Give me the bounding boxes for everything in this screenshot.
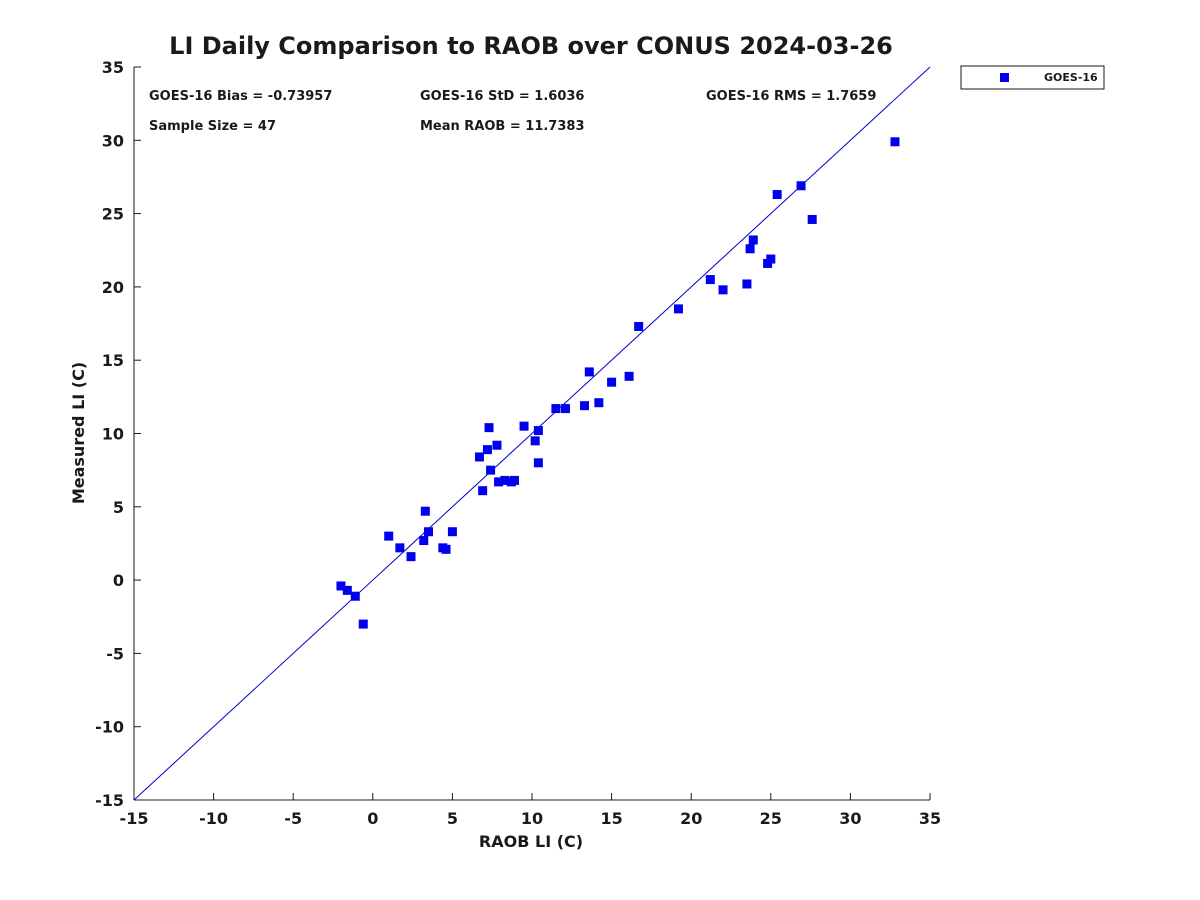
x-tick-label: -5 [284,809,302,828]
chart-title: LI Daily Comparison to RAOB over CONUS 2… [169,32,893,60]
data-point [796,181,806,191]
stats-annotations: GOES-16 Bias = -0.73957 GOES-16 StD = 1.6… [149,89,876,134]
stat-annotation: GOES-16 StD = 1.6036 [420,89,584,104]
data-point [718,285,728,295]
data-point [342,585,352,595]
data-point [384,531,394,541]
data-point [358,619,368,629]
x-tick-label: 20 [680,809,702,828]
x-tick-label: -10 [199,809,228,828]
data-point [673,304,683,314]
data-point [350,591,360,601]
stat-annotation: Sample Size = 47 [149,119,276,134]
stat-annotation: Mean RAOB = 11.7383 [420,119,585,134]
data-point [395,543,405,553]
data-point [772,190,782,200]
y-tick-label: -15 [95,791,124,810]
data-point [766,254,776,264]
data-point [560,404,570,414]
data-point [607,377,617,387]
x-tick-label: 30 [839,809,861,828]
x-tick-label: 25 [760,809,782,828]
data-point [584,367,594,377]
x-tick-label: 0 [367,809,378,828]
data-point [745,244,755,254]
data-point [500,475,510,485]
data-point [807,214,817,224]
data-point [533,458,543,468]
stat-annotation: GOES-16 Bias = -0.73957 [149,89,332,104]
data-point [441,544,451,554]
x-tick-label: 15 [600,809,622,828]
data-point [580,401,590,411]
data-point [634,321,644,331]
data-point [494,477,504,487]
y-tick-label: 0 [113,571,124,590]
data-point [509,475,519,485]
y-tick-label: 5 [113,498,124,517]
data-point [424,527,434,537]
legend-box [960,65,1105,90]
data-point [420,506,430,516]
data-point [890,137,900,147]
data-point [594,398,604,408]
data-point [447,527,457,537]
data-point [492,440,502,450]
data-point [519,421,529,431]
data-point [748,235,758,245]
x-tick-label: 10 [521,809,543,828]
data-point [484,423,494,433]
x-tick-label: -15 [120,809,149,828]
x-tick-label: 5 [447,809,458,828]
y-tick-label: -10 [95,718,124,737]
y-tick-label: -5 [106,644,124,663]
y-axis-label: Measured LI (C) [69,362,88,504]
legend-marker-goes-16 [1000,73,1009,82]
reference-line [133,66,931,801]
data-point [419,536,429,546]
data-point [530,436,540,446]
y-tick-label: 15 [102,351,124,370]
data-point [742,279,752,289]
y-tick-label: 20 [102,278,124,297]
y-tick-label: 35 [102,58,124,77]
data-point [533,426,543,436]
x-axis-label: RAOB LI (C) [479,832,583,851]
data-point [406,552,416,562]
y-tick-label: 10 [102,425,124,444]
y-tick-label: 30 [102,131,124,150]
x-tick-label: 35 [919,809,941,828]
stat-annotation: GOES-16 RMS = 1.7659 [706,89,876,104]
legend: GOES-16 [960,65,1105,90]
data-point [336,581,346,591]
y-tick-label: 25 [102,205,124,224]
one-to-one-line [133,66,931,801]
data-point [551,404,561,414]
data-points [336,137,900,629]
data-point [478,486,488,496]
legend-label-goes-16: GOES-16 [1044,71,1098,84]
data-point [705,275,715,285]
data-point [486,465,496,475]
plot-axes: -15 -10 -5 0 5 10 15 20 25 30 35 -15 -10 -5 0 5 10 15 20 25… [95,58,941,828]
data-point [474,452,484,462]
data-point [482,445,492,455]
data-point [624,371,634,381]
